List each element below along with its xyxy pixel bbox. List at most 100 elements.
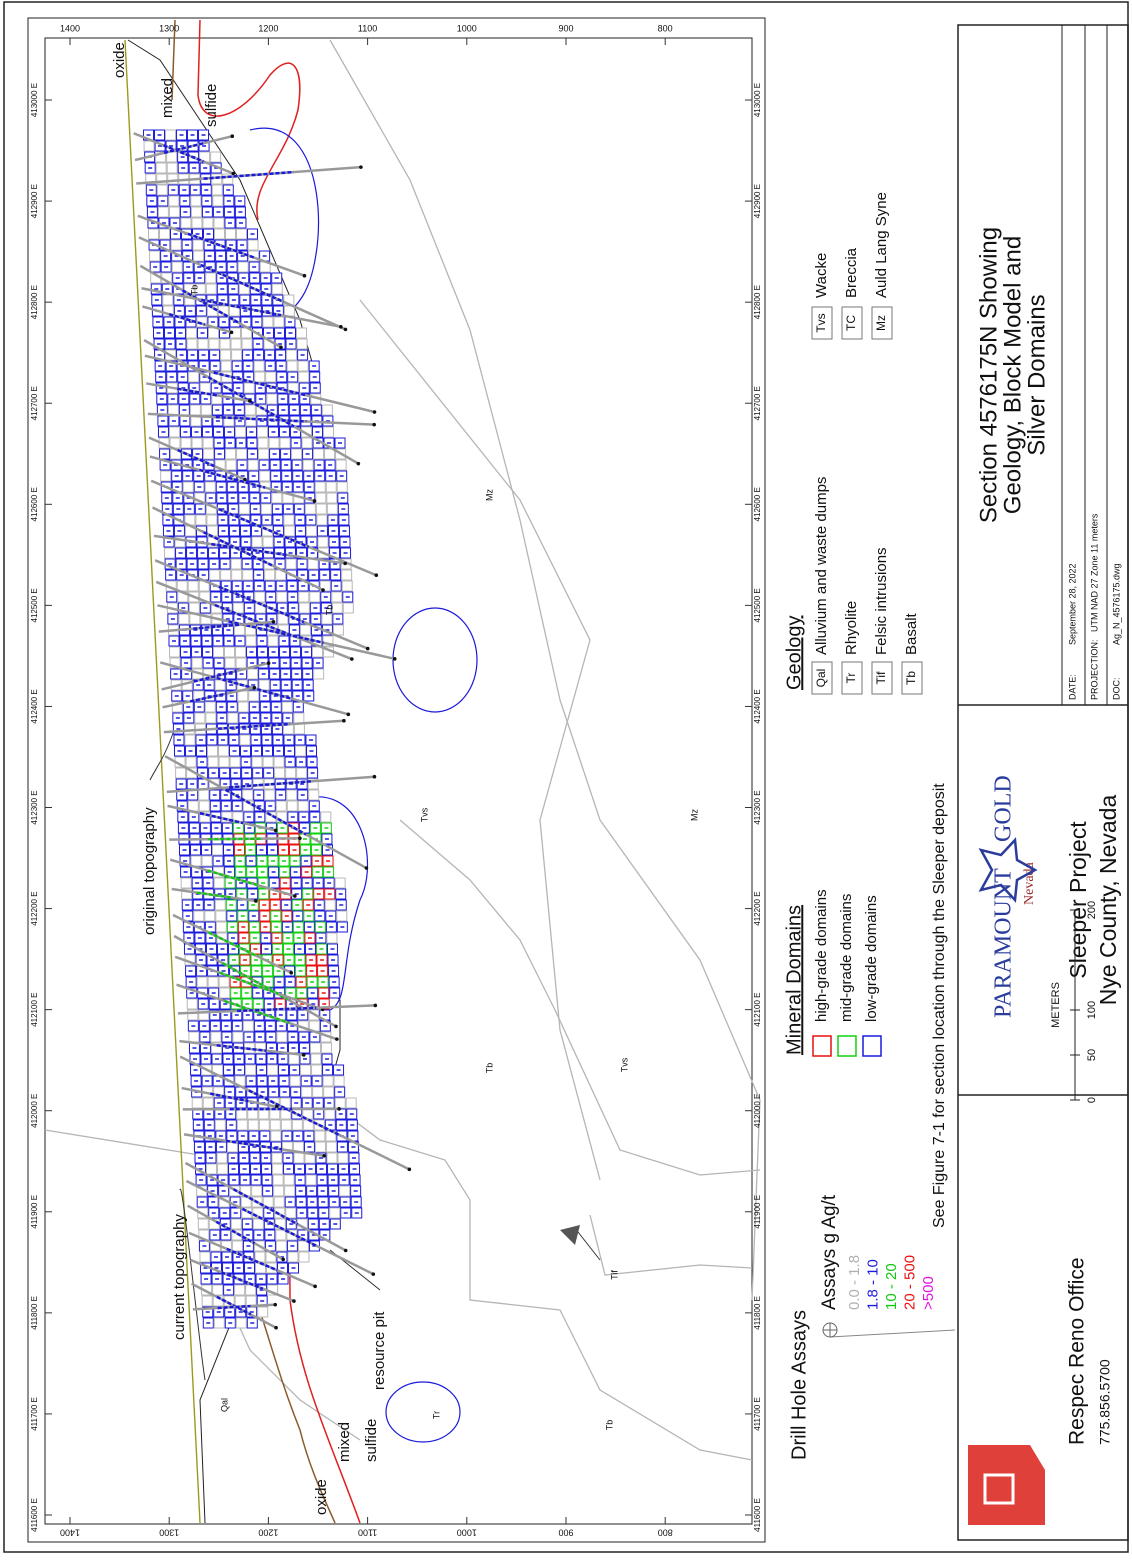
easting-label: 411700 E <box>753 1397 762 1431</box>
block <box>219 977 229 987</box>
block <box>311 1054 321 1064</box>
block <box>219 757 229 767</box>
annotation: mixed <box>336 1422 353 1462</box>
block <box>184 724 194 734</box>
block <box>235 1296 245 1306</box>
block <box>203 1098 213 1108</box>
block <box>277 592 287 602</box>
geology-name: Breccia <box>843 247 860 298</box>
block <box>213 1285 223 1295</box>
block <box>280 438 290 448</box>
block <box>209 339 219 349</box>
block <box>287 350 297 360</box>
project: Sleeper Project <box>1065 821 1091 979</box>
rock-label: Tvs <box>619 1057 629 1072</box>
hole-end <box>273 1303 277 1307</box>
block <box>231 339 241 349</box>
easting-label: 411700 E <box>30 1397 39 1431</box>
rock-label: Tb <box>324 605 334 616</box>
block <box>335 878 345 888</box>
easting-label: 412500 E <box>30 588 39 622</box>
hole-end <box>343 562 347 566</box>
block <box>220 988 230 998</box>
block <box>237 449 247 459</box>
block <box>305 504 315 514</box>
block <box>221 350 231 360</box>
hole-end <box>334 1025 338 1029</box>
block <box>317 515 327 525</box>
block <box>246 1296 256 1306</box>
block <box>334 1076 344 1086</box>
block <box>233 603 243 613</box>
block <box>201 405 211 415</box>
block <box>246 1065 256 1075</box>
domain-swatch <box>863 1036 881 1056</box>
block <box>323 427 333 437</box>
block <box>144 141 154 151</box>
block <box>215 680 225 690</box>
geology-code: TC <box>844 315 858 331</box>
block <box>315 1142 325 1152</box>
block <box>310 592 320 602</box>
easting-label: 412600 E <box>753 487 762 521</box>
block <box>238 691 248 701</box>
block <box>216 922 226 932</box>
scale-label: 200 <box>1086 901 1098 919</box>
hole-end <box>289 971 293 975</box>
block <box>200 383 210 393</box>
block <box>198 1219 208 1229</box>
block <box>253 1219 263 1229</box>
block <box>327 1153 337 1163</box>
block <box>297 339 307 349</box>
block <box>314 669 324 679</box>
hole-end <box>366 647 370 651</box>
block <box>259 680 269 690</box>
block <box>301 1065 311 1075</box>
geology-name: Rhyolite <box>843 601 860 655</box>
block <box>211 152 221 162</box>
hole-end <box>342 719 346 723</box>
block <box>325 1109 335 1119</box>
block <box>214 218 224 228</box>
block <box>297 768 307 778</box>
annotation: oxide <box>111 42 128 78</box>
legend-title: Mineral Domains <box>783 905 805 1055</box>
contact <box>330 40 760 1300</box>
block <box>258 1307 268 1317</box>
block <box>286 1208 296 1218</box>
block <box>263 317 273 327</box>
block <box>215 900 225 910</box>
annotation: resource pit <box>371 1311 388 1390</box>
hole-end <box>302 1053 306 1057</box>
block <box>263 537 273 547</box>
block <box>294 1153 304 1163</box>
block <box>346 1098 356 1108</box>
block <box>248 669 258 679</box>
block <box>171 240 181 250</box>
block <box>218 1164 228 1174</box>
info-label: DATE: <box>1067 674 1077 700</box>
block <box>300 625 310 635</box>
drill-symbol-line <box>830 1330 955 1337</box>
block <box>238 262 248 272</box>
block <box>290 1076 300 1086</box>
annotation: mixed <box>159 78 176 118</box>
block <box>318 537 328 547</box>
assay-class: 1.8 - 10 <box>864 1259 881 1310</box>
block <box>191 856 201 866</box>
block <box>187 999 197 1009</box>
block <box>313 1087 323 1097</box>
block <box>321 1043 331 1053</box>
easting-label: 412900 E <box>30 184 39 218</box>
block <box>258 438 268 448</box>
block <box>198 339 208 349</box>
block <box>274 1197 284 1207</box>
block <box>248 460 258 470</box>
block <box>194 251 204 261</box>
block <box>296 746 306 756</box>
block <box>168 174 178 184</box>
block <box>236 1318 246 1328</box>
elevation-label: 1100 <box>358 23 377 33</box>
rock-label: Tb <box>484 1063 494 1074</box>
easting-label: 412700 E <box>753 386 762 420</box>
